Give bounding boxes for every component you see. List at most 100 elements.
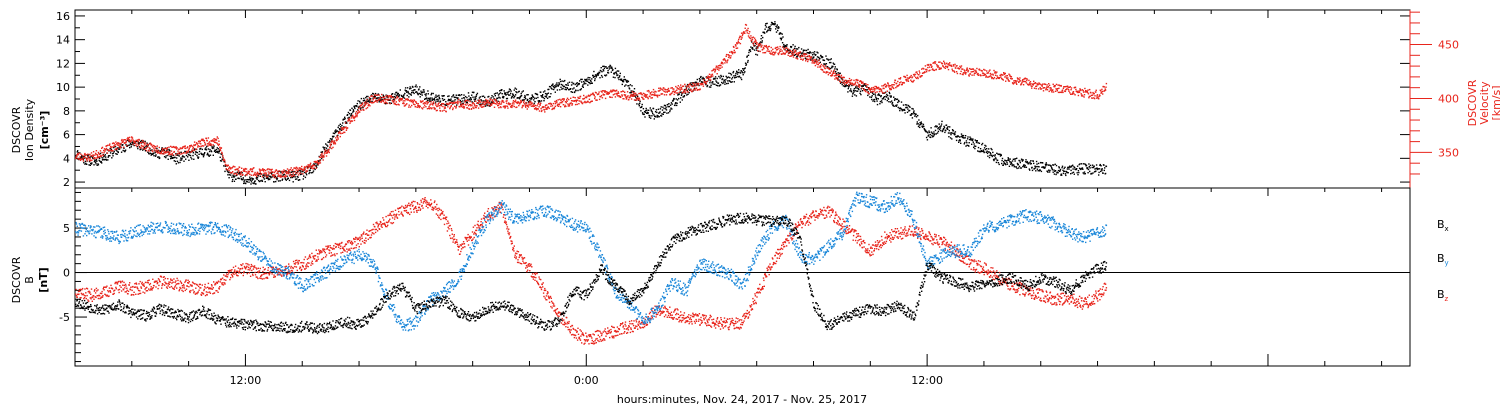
density-point <box>945 129 947 132</box>
density-tick-label: 2 <box>63 176 70 189</box>
velocity-point <box>299 172 302 174</box>
velocity-point <box>579 97 581 99</box>
velocity-point <box>336 139 338 142</box>
density-point <box>338 124 340 127</box>
velocity-point <box>869 89 871 91</box>
velocity-point <box>613 93 616 95</box>
velocity-point <box>570 97 572 99</box>
density-point <box>566 87 568 89</box>
density-point <box>913 112 916 115</box>
density-point <box>543 97 546 100</box>
density-point <box>808 52 810 54</box>
density-point <box>1052 164 1055 166</box>
density-point <box>97 163 99 165</box>
velocity-point <box>166 148 168 151</box>
density-point <box>435 94 437 96</box>
density-point <box>346 122 348 124</box>
velocity-point <box>341 127 343 129</box>
velocity-point <box>210 143 212 145</box>
density-point <box>466 96 468 99</box>
velocity-point <box>452 108 454 111</box>
velocity-point <box>1031 87 1033 89</box>
velocity-point <box>740 36 742 38</box>
density-point <box>455 96 457 99</box>
density-point <box>208 155 210 157</box>
velocity-point <box>1014 82 1016 84</box>
density-point <box>822 56 824 58</box>
density-point <box>719 84 722 86</box>
velocity-point <box>904 76 907 79</box>
density-point <box>631 85 633 87</box>
velocity-point <box>240 172 242 174</box>
density-point <box>456 97 458 99</box>
density-point <box>567 82 569 84</box>
density-point <box>809 51 811 53</box>
velocity-point <box>628 99 630 101</box>
velocity-point <box>294 167 296 169</box>
density-point <box>1079 163 1081 165</box>
velocity-point <box>396 104 398 106</box>
density-point <box>766 30 769 32</box>
density-point <box>989 154 991 157</box>
density-point <box>597 72 599 75</box>
density-point <box>742 69 745 71</box>
velocity-point <box>82 160 85 162</box>
density-point <box>1020 167 1022 169</box>
velocity-point <box>323 156 325 158</box>
density-point <box>433 98 436 100</box>
velocity-point <box>947 68 950 71</box>
velocity-point <box>987 72 989 74</box>
velocity-point <box>587 101 589 103</box>
velocity-point <box>84 154 87 156</box>
density-point <box>143 148 145 150</box>
density-point <box>1099 164 1101 166</box>
velocity-point <box>83 156 85 158</box>
velocity-point <box>356 115 358 118</box>
velocity-point <box>109 149 111 151</box>
density-point <box>494 95 496 97</box>
density-point <box>409 88 411 90</box>
density-point <box>731 81 733 83</box>
density-point <box>793 54 795 56</box>
velocity-point <box>170 145 172 148</box>
density-point <box>743 72 745 74</box>
density-point <box>863 88 865 90</box>
velocity-point <box>342 127 344 129</box>
density-point <box>825 55 827 57</box>
density-point <box>310 172 313 174</box>
density-point <box>385 103 387 105</box>
velocity-point <box>197 145 199 147</box>
velocity-point <box>1031 85 1033 87</box>
density-point <box>259 175 261 177</box>
density-point <box>508 90 510 93</box>
density-point <box>240 175 242 178</box>
density-point <box>548 96 550 98</box>
velocity-point <box>163 153 165 155</box>
velocity-point <box>454 105 456 108</box>
velocity-point <box>570 102 572 104</box>
velocity-point <box>620 91 623 93</box>
density-point <box>211 147 214 150</box>
density-point <box>879 100 882 103</box>
density-point <box>340 129 343 131</box>
velocity-point <box>213 141 216 143</box>
density-point <box>1083 173 1085 175</box>
density-point <box>103 156 105 158</box>
density-point <box>153 155 155 157</box>
velocity-point <box>792 54 794 56</box>
density-point <box>249 178 251 180</box>
velocity-point <box>829 72 832 74</box>
velocity-point <box>148 149 150 151</box>
density-point <box>978 150 980 153</box>
velocity-point <box>269 168 271 170</box>
velocity-point <box>398 99 400 101</box>
density-point <box>241 172 243 174</box>
velocity-point <box>391 96 393 99</box>
density-point <box>394 93 396 95</box>
density-point <box>877 94 879 96</box>
density-point <box>959 139 961 141</box>
velocity-point <box>80 153 82 155</box>
density-point <box>1031 166 1033 169</box>
velocity-point <box>952 64 955 66</box>
density-point <box>610 71 612 73</box>
